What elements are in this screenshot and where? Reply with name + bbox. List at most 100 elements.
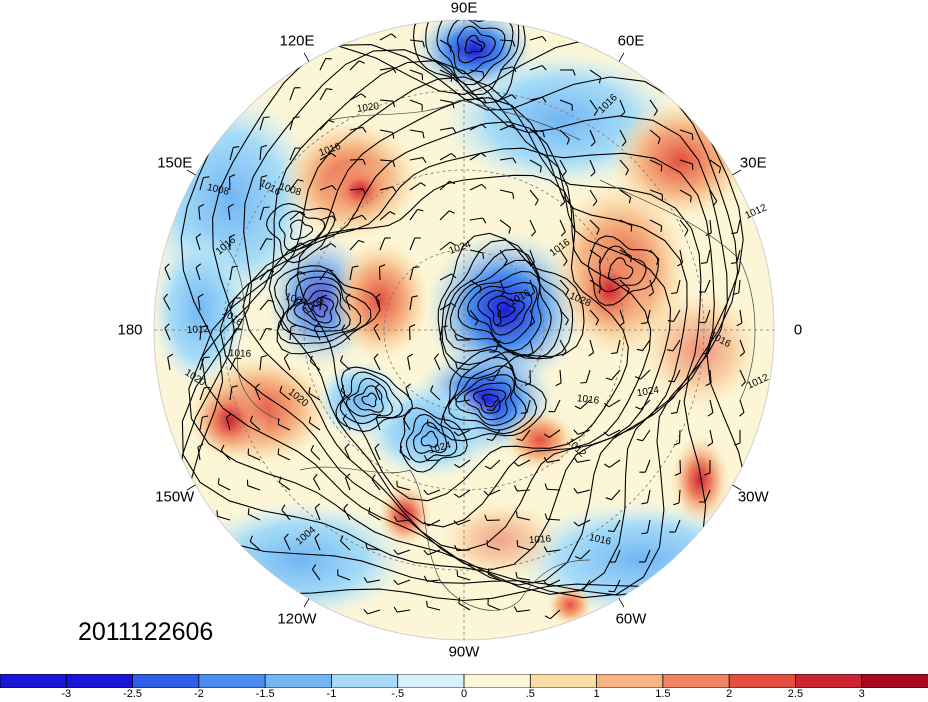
wind-barb <box>589 189 598 207</box>
isobar-line <box>242 121 672 551</box>
lon-label-30w: 30W <box>737 488 769 506</box>
colorbar-swatch <box>728 674 797 688</box>
wind-barb <box>469 152 487 161</box>
isobar-line <box>441 239 574 366</box>
wind-barb <box>619 309 625 327</box>
wind-barb <box>641 489 651 505</box>
wind-barb <box>396 480 411 491</box>
wind-barb <box>611 339 621 355</box>
wind-barb <box>619 159 629 176</box>
wind-barb <box>289 147 302 161</box>
colorbar-swatch <box>596 674 664 688</box>
colorbar-tick-label: 3 <box>858 688 865 700</box>
wind-barb <box>559 249 568 267</box>
wind-barb <box>246 479 261 491</box>
wind-barb <box>543 456 561 463</box>
wind-barb <box>283 353 291 371</box>
wind-barb <box>529 189 539 206</box>
isobar-line <box>481 394 499 408</box>
wind-barb <box>548 399 561 413</box>
wind-barb <box>229 328 243 341</box>
wind-barb <box>619 99 626 117</box>
wind-barb <box>195 263 202 281</box>
spoke-60e <box>618 52 625 62</box>
wind-barb <box>399 445 411 461</box>
wind-barb <box>454 334 471 341</box>
wind-barb <box>319 243 337 251</box>
wind-barb <box>319 88 333 101</box>
wind-barb <box>163 293 171 311</box>
wind-barb <box>289 242 307 251</box>
wind-barb <box>423 489 441 496</box>
wind-barb <box>649 159 663 172</box>
wind-barb <box>199 176 210 191</box>
wind-barb <box>249 415 261 431</box>
wind-barb <box>342 413 351 431</box>
spoke-120e <box>303 52 310 62</box>
wind-barb <box>513 606 531 613</box>
isobar-line <box>464 382 512 421</box>
wind-barb <box>709 189 718 207</box>
wind-barb <box>638 549 651 563</box>
wind-barb <box>409 266 420 281</box>
isobar-contours <box>180 20 750 602</box>
wind-barb <box>670 399 681 414</box>
wind-barb <box>375 413 381 431</box>
wind-barb <box>426 600 441 611</box>
wind-barb <box>439 325 448 341</box>
wind-barb <box>365 542 381 551</box>
wind-barb <box>607 519 621 533</box>
wind-barb <box>603 429 621 437</box>
wind-barb <box>666 339 681 352</box>
wind-barb <box>289 116 300 131</box>
wind-barb <box>228 174 236 191</box>
wind-barb <box>499 94 517 101</box>
wind-barb <box>589 249 602 264</box>
wind-barb <box>379 99 396 108</box>
wind-barb <box>515 571 531 581</box>
wind-barb <box>699 489 711 503</box>
wind-barb <box>227 203 234 221</box>
isobar-line <box>487 295 525 327</box>
wind-barb <box>283 533 291 551</box>
wind-barb <box>379 237 391 251</box>
wind-barb <box>439 273 457 281</box>
spoke-150w <box>186 484 196 491</box>
wind-barb <box>343 503 351 521</box>
wind-barb <box>278 476 291 491</box>
wind-barb <box>589 309 600 326</box>
lon-label-150w: 150W <box>155 488 195 506</box>
wind-barb <box>349 126 367 133</box>
wind-barb <box>289 271 306 281</box>
wind-barb <box>679 129 694 141</box>
wind-barb <box>289 298 303 311</box>
wind-barb <box>486 540 501 551</box>
wind-barb <box>559 129 570 145</box>
coastlines <box>219 99 756 611</box>
wind-barb <box>589 69 602 84</box>
wind-barb <box>648 279 655 297</box>
isobar-line <box>273 265 381 355</box>
wind-barb <box>349 214 367 221</box>
wind-barb <box>514 485 531 492</box>
wind-barb <box>529 249 535 267</box>
wind-barb <box>393 606 411 613</box>
wind-barb <box>407 353 413 371</box>
wind-barb <box>423 519 441 527</box>
wind-barb <box>649 99 658 117</box>
wind-barb <box>499 39 516 47</box>
wind-barb <box>674 459 682 476</box>
wind-barb <box>705 219 712 237</box>
wind-barb <box>469 249 485 259</box>
wind-barb <box>313 473 321 491</box>
wind-barb <box>453 396 471 403</box>
wind-barb <box>313 323 321 341</box>
wind-barb <box>379 211 396 221</box>
wind-barb <box>374 443 381 461</box>
isobar-line <box>456 25 496 64</box>
colorbar-swatch <box>529 674 598 688</box>
wind-barb <box>576 579 591 592</box>
wind-barb <box>368 507 381 521</box>
lon-label-90e: 90E <box>450 0 478 17</box>
lon-label-60w: 60W <box>615 610 647 628</box>
